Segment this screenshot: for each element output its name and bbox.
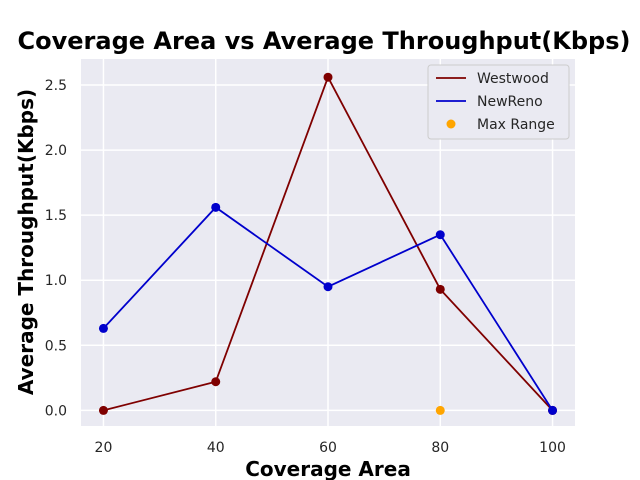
data-point [211,377,221,387]
series-group [98,72,558,415]
y-tick-label: 1.0 [45,273,67,289]
data-point [435,284,445,294]
x-axis-label: Coverage Area [245,457,411,480]
legend-label: Max Range [477,117,555,133]
y-axis-label: Average Throughput(Kbps) [14,89,38,395]
x-tick-label: 80 [431,440,449,456]
legend-label: NewReno [477,94,543,110]
extra-points [435,405,445,415]
max-range-point [435,405,445,415]
data-point [211,202,221,212]
y-tick-label: 0.5 [45,338,67,354]
x-tick-label: 20 [95,440,113,456]
data-point [548,405,558,415]
legend-dot-swatch [446,119,456,129]
series-newreno [98,202,558,415]
data-point [435,230,445,240]
data-point [323,72,333,82]
chart-title: Coverage Area vs Average Throughput(Kbps… [18,27,631,55]
data-point [323,282,333,292]
y-tick-label: 2.0 [45,143,67,159]
x-tick-label: 100 [539,440,566,456]
x-tick-label: 40 [207,440,225,456]
legend-label: Westwood [477,71,549,87]
y-axis-ticks: 0.0 0.5 1.0 1.5 2.0 2.5 [45,78,67,419]
y-tick-label: 1.5 [45,208,67,224]
legend-box [427,64,570,140]
legend: Westwood NewReno Max Range [427,64,570,140]
data-point [98,405,108,415]
x-tick-label: 60 [319,440,337,456]
data-point [98,323,108,333]
y-tick-label: 2.5 [45,78,67,94]
y-tick-label: 0.0 [45,403,67,419]
x-axis-ticks: 20 40 60 80 100 [95,440,566,456]
